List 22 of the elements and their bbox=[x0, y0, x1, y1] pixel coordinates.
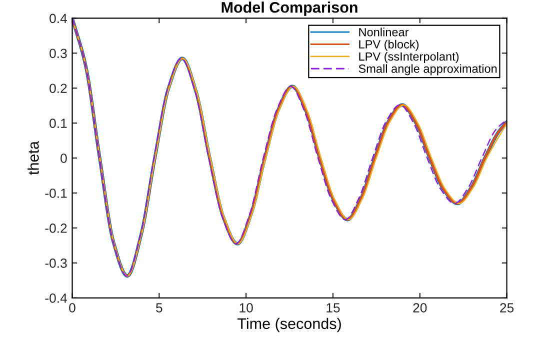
legend-label: LPV (ssInterpolant) bbox=[359, 52, 459, 64]
x-tick-label: 25 bbox=[500, 303, 514, 312]
legend-label: Nonlinear bbox=[359, 28, 409, 36]
y-tick-label: -0.2 bbox=[45, 224, 67, 233]
y-tick-label: -0.4 bbox=[45, 293, 67, 303]
x-tick-label: 15 bbox=[326, 303, 340, 312]
x-tick-label: 0 bbox=[69, 303, 76, 312]
y-tick-label: -0.1 bbox=[45, 188, 67, 198]
x-axis-title: Time (seconds) bbox=[238, 318, 341, 332]
y-tick-label: 0.4 bbox=[50, 14, 67, 24]
chart-title: Model Comparison bbox=[222, 2, 358, 16]
y-tick-label: 0.1 bbox=[50, 118, 67, 128]
y-tick-label: 0.2 bbox=[50, 84, 67, 94]
y-tick-label: 0.3 bbox=[50, 48, 67, 58]
y-tick-label: -0.3 bbox=[45, 258, 67, 268]
legend-label: Small angle approximation bbox=[358, 64, 497, 76]
x-tick-label: 10 bbox=[240, 303, 253, 312]
y-tick-label: 0 bbox=[60, 154, 67, 163]
legend-label: LPV (block) bbox=[359, 40, 419, 51]
y-axis-title: theta bbox=[28, 141, 39, 175]
x-tick-label: 5 bbox=[156, 303, 162, 312]
x-tick-label: 20 bbox=[413, 303, 427, 312]
